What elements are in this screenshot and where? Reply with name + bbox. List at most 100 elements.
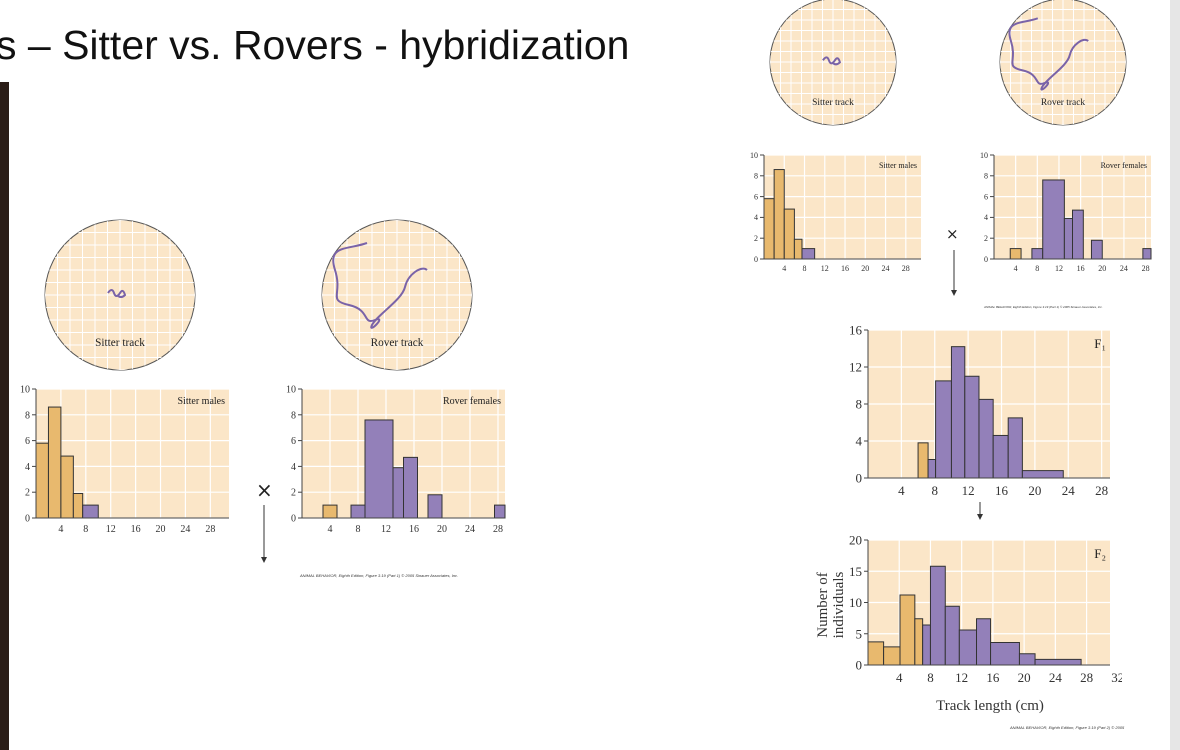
x-tick-label: 20	[156, 524, 166, 535]
histogram-bar	[783, 208, 795, 260]
figure-caption-part1: ANIMAL BEHAVIOR, Eighth Edition, Figure …	[300, 573, 459, 578]
histogram-bar	[763, 198, 775, 260]
x-tick-label: 4	[782, 264, 786, 273]
histogram-bar	[82, 504, 99, 519]
histogram-bar	[917, 442, 929, 479]
track-label: Sitter track	[95, 337, 145, 349]
histogram-bar	[950, 346, 966, 479]
cross-symbol: ×	[256, 478, 273, 502]
y-tick-label: 2	[754, 234, 758, 243]
sitter-track-small: Sitter track	[769, 0, 897, 126]
histogram-bar	[964, 375, 980, 479]
x-tick-label: 8	[83, 524, 88, 535]
y-tick-label: 0	[856, 471, 863, 486]
histogram-bar	[1042, 179, 1065, 260]
histogram-bar	[1072, 209, 1084, 260]
x-tick-label: 12	[962, 483, 975, 498]
histogram-bar	[364, 419, 394, 519]
y-tick-label: 10	[849, 595, 862, 610]
x-tick-label: 8	[1035, 264, 1039, 273]
y-tick-label: 0	[291, 514, 296, 525]
x-tick-label: 32	[1111, 670, 1122, 685]
x-tick-label: 28	[902, 264, 910, 273]
histogram-bar	[60, 455, 74, 519]
x-tick-label: 28	[493, 524, 503, 535]
down-arrow-large	[261, 505, 267, 563]
x-tick-label: 4	[896, 670, 903, 685]
y-tick-label: 5	[856, 626, 863, 641]
histogram-bar	[927, 459, 937, 479]
x-tick-label: 28	[1142, 264, 1150, 273]
track-label: Rover track	[1041, 98, 1086, 108]
track-label: Sitter track	[812, 98, 854, 108]
arrow-head	[977, 514, 983, 520]
y-tick-label: 20	[849, 533, 862, 548]
x-tick-label: 20	[437, 524, 447, 535]
arrow-head	[951, 290, 957, 296]
histogram-bar	[350, 504, 366, 519]
down-arrow-small	[951, 250, 957, 296]
chart-f1: 0 4 8 12 16 4 8 12 16 20 24 28 F₁	[849, 323, 1110, 498]
chart-title: Rover females	[443, 396, 501, 407]
rover-track-small: Rover track	[999, 0, 1127, 126]
histogram-bar	[494, 504, 506, 519]
figure-caption-part2: ANIMAL BEHAVIOR, Eighth Edition, Figure …	[1010, 725, 1125, 730]
histogram-bar	[1021, 470, 1064, 479]
y-tick-label: 8	[754, 172, 758, 181]
x-tick-label: 4	[328, 524, 333, 535]
histogram-bar	[1031, 248, 1044, 260]
x-tick-label: 16	[131, 524, 141, 535]
x-tick-label: 20	[861, 264, 869, 273]
y-tick-label: 10	[20, 385, 30, 396]
y-tick-label: 8	[856, 397, 863, 412]
down-arrow-f1-f2	[977, 502, 983, 520]
chart-title: Sitter males	[178, 396, 226, 407]
dish-grid	[1000, 0, 1126, 125]
y-tick-label: 10	[286, 385, 296, 396]
rover-track-path	[332, 242, 428, 329]
histogram-bar	[1063, 217, 1073, 260]
y-tick-label: 4	[25, 462, 30, 473]
sitter-track-path	[107, 289, 127, 298]
x-tick-label: 20	[1098, 264, 1106, 273]
x-tick-label: 4	[58, 524, 63, 535]
y-tick-label: 0	[25, 514, 30, 525]
y-tick-label: 0	[856, 658, 863, 673]
x-tick-label: 28	[1095, 483, 1108, 498]
x-tick-label: 8	[356, 524, 361, 535]
x-tick-label: 16	[409, 524, 419, 535]
x-tick-label: 24	[1062, 483, 1076, 498]
histogram-bar	[773, 169, 785, 260]
y-tick-label: 2	[25, 488, 30, 499]
sitter-track-path	[822, 56, 842, 66]
histogram-bar	[392, 467, 404, 519]
y-axis-label-line1: Number of	[815, 572, 831, 637]
x-tick-label: 4	[898, 483, 905, 498]
x-tick-label: 16	[1077, 264, 1085, 273]
y-axis-label: Number of individuals	[815, 572, 847, 639]
histogram-bar	[72, 492, 84, 519]
histogram-bar	[1090, 239, 1103, 260]
left-edge-bar	[0, 82, 9, 750]
y-tick-label: 6	[25, 436, 30, 447]
rover-track-path	[1008, 17, 1089, 91]
y-tick-label: 8	[984, 172, 988, 181]
chart-title: F₁	[1094, 336, 1106, 351]
x-tick-label: 12	[381, 524, 391, 535]
figure-caption-part1-small: ANIMAL BEHAVIOR, Eighth Edition, Figure …	[984, 305, 1103, 309]
x-tick-label: 24	[1120, 264, 1128, 273]
x-tick-label: 16	[841, 264, 849, 273]
y-tick-label: 16	[849, 323, 863, 338]
x-tick-label: 20	[1018, 670, 1031, 685]
y-tick-label: 0	[754, 255, 758, 264]
x-tick-label: 8	[932, 483, 939, 498]
histogram-bar	[322, 504, 338, 519]
slide-title: s – Sitter vs. Rovers - hybridization	[0, 22, 630, 68]
y-tick-label: 4	[291, 462, 296, 473]
y-tick-label: 10	[750, 151, 758, 160]
y-tick-label: 6	[984, 192, 988, 201]
x-tick-label: 24	[882, 264, 890, 273]
